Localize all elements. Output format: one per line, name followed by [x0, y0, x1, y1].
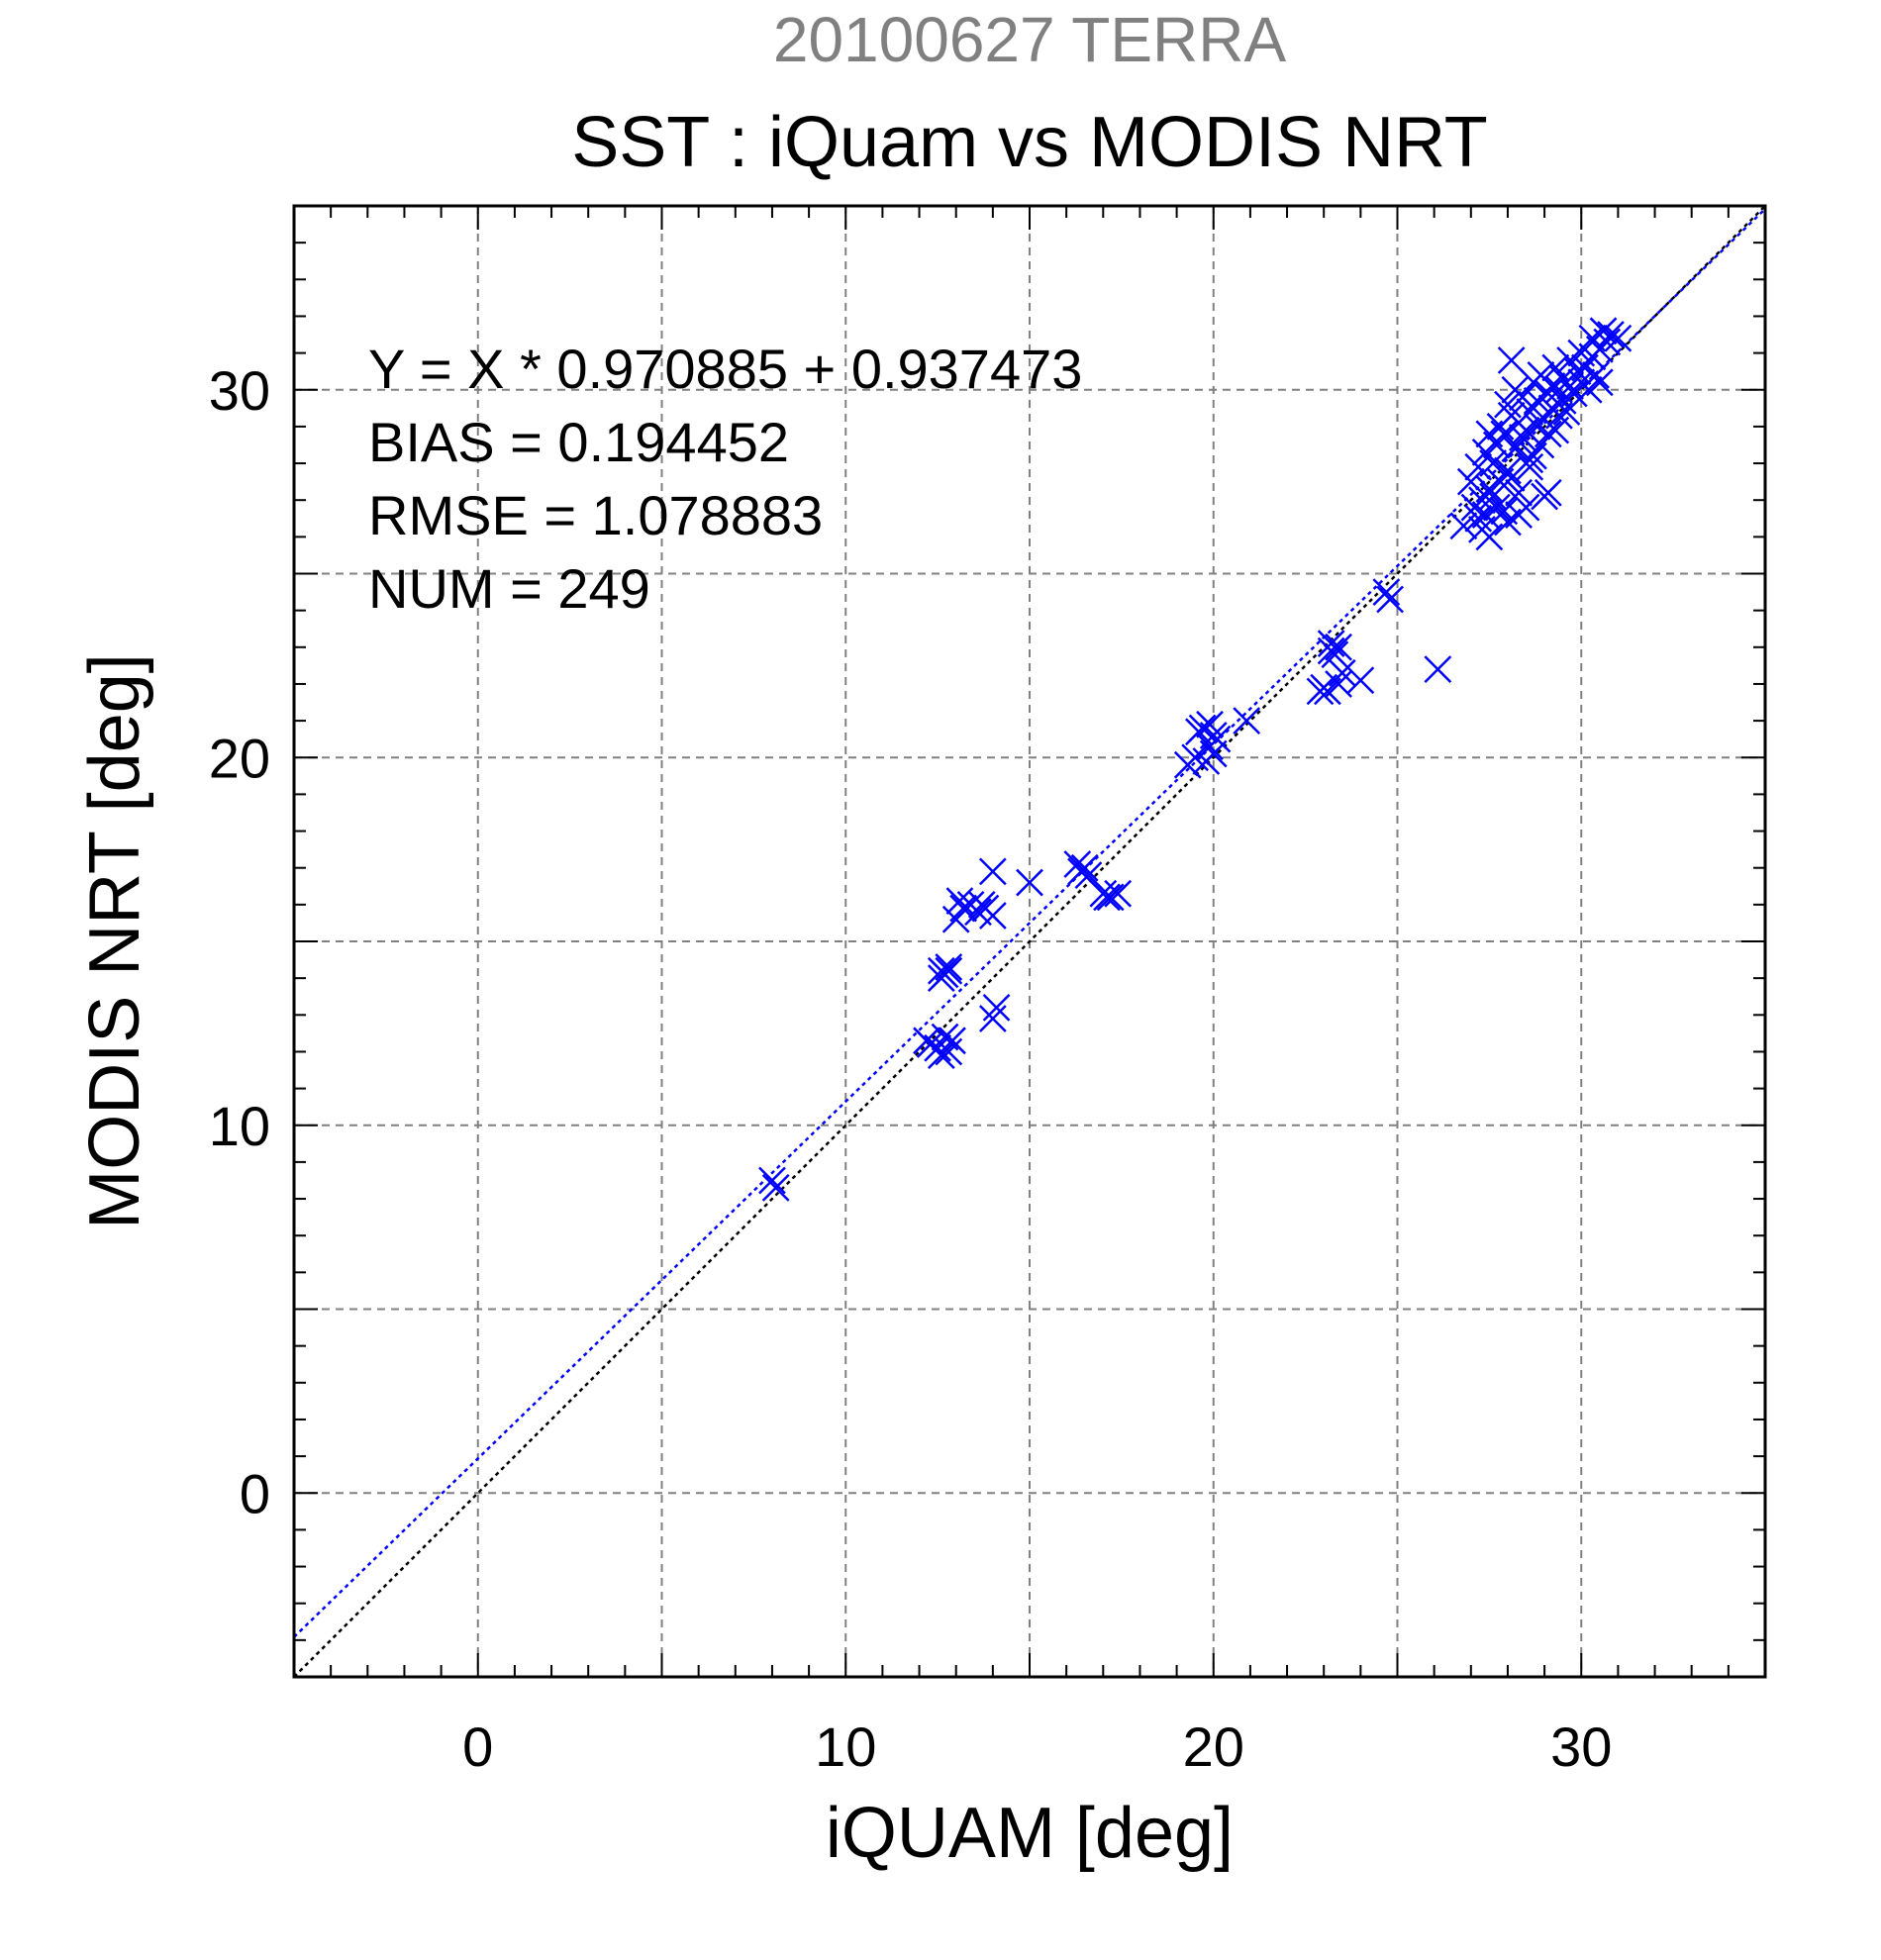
data-point [1534, 420, 1562, 448]
data-point [1604, 324, 1633, 352]
x-tick-label: 30 [1550, 1715, 1612, 1778]
data-point [1372, 578, 1401, 606]
x-tick-label: 10 [815, 1715, 876, 1778]
data-point [1505, 501, 1533, 529]
data-point [1556, 372, 1584, 400]
data-point [1490, 420, 1519, 448]
data-point [982, 993, 1011, 1022]
data-point [1104, 879, 1133, 908]
data-point [1582, 361, 1610, 389]
data-point [939, 1027, 966, 1055]
data-point [1482, 493, 1511, 522]
axis-ticks [294, 206, 1765, 1677]
data-point [1317, 630, 1345, 657]
data-point [1328, 658, 1356, 687]
data-point [1508, 424, 1536, 451]
data-point [945, 887, 974, 916]
data-point [1516, 452, 1544, 481]
identity-line [293, 205, 1766, 1678]
x-tick-label: 20 [1183, 1715, 1244, 1778]
reference-lines [293, 205, 1766, 1678]
data-point [1464, 504, 1493, 533]
data-point [1552, 398, 1581, 426]
y-tick-label: 30 [209, 359, 270, 422]
data-point [935, 956, 963, 985]
data-point [1093, 883, 1121, 912]
data-point [1449, 512, 1478, 540]
data-point [1346, 666, 1375, 695]
data-point [1516, 445, 1544, 474]
data-point [1456, 467, 1485, 496]
chart-title: SST : iQuam vs MODIS NRT [571, 103, 1488, 182]
data-point [1317, 637, 1345, 665]
stats-num: NUM = 249 [368, 557, 650, 620]
data-point [1016, 868, 1043, 897]
data-point [1593, 328, 1622, 356]
data-point [1067, 857, 1095, 886]
y-axis-label: MODIS NRT [deg] [75, 653, 154, 1229]
data-point [927, 1041, 955, 1070]
y-tick-label: 20 [209, 727, 270, 789]
stats-rmse: RMSE = 1.078883 [368, 484, 823, 546]
data-point [967, 890, 996, 919]
tick-labels: 0 10 20 30 0 10 20 30 [209, 359, 1613, 1778]
data-point [978, 857, 1007, 886]
data-point [1233, 707, 1261, 735]
y-tick-label: 0 [240, 1462, 270, 1524]
data-point [1585, 368, 1614, 397]
data-points [758, 317, 1633, 1202]
data-point [1074, 861, 1103, 890]
data-point [935, 1037, 963, 1066]
y-tick-label: 10 [209, 1095, 270, 1157]
data-point [1096, 883, 1125, 912]
data-point [1494, 390, 1522, 419]
data-point [1203, 725, 1232, 753]
data-point [1589, 317, 1618, 345]
stats-bias: BIAS = 0.194452 [368, 411, 789, 473]
data-point [1597, 321, 1625, 348]
stats-fit-equation: Y = X * 0.970885 + 0.937473 [368, 338, 1082, 400]
plot-frame [292, 204, 1767, 1679]
data-point [1181, 743, 1210, 772]
data-point [1475, 523, 1504, 551]
data-point [758, 1166, 786, 1195]
data-point [1505, 478, 1533, 507]
fit-line [293, 208, 1766, 1638]
data-point [1534, 478, 1562, 507]
x-axis-label: iQUAM [deg] [826, 1794, 1234, 1873]
x-tick-label: 0 [462, 1715, 493, 1778]
chart-subtitle: 20100627 TERRA [773, 4, 1287, 75]
stats-box: Y = X * 0.970885 + 0.937473 BIAS = 0.194… [368, 338, 1082, 620]
data-point [1188, 714, 1217, 742]
data-point [1196, 710, 1224, 738]
data-point [1497, 346, 1526, 374]
data-point [1424, 655, 1452, 683]
data-point [1376, 585, 1404, 614]
data-point [1325, 670, 1352, 698]
data-point [978, 1005, 1007, 1032]
data-point [1325, 633, 1352, 661]
data-point [1494, 456, 1522, 485]
data-point [1475, 420, 1504, 448]
data-point [1479, 449, 1507, 477]
data-point [761, 1174, 790, 1202]
